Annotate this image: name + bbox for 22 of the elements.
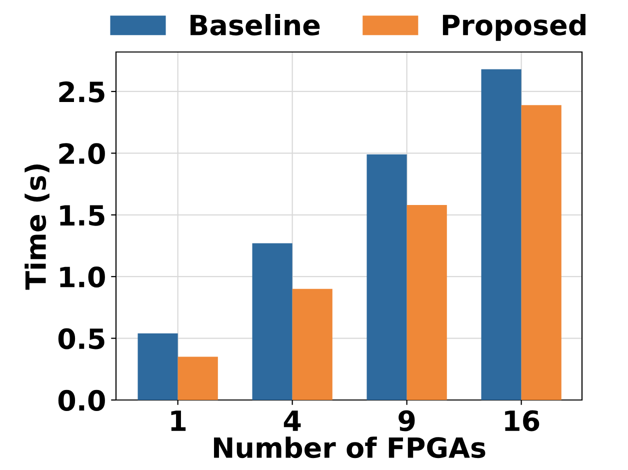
y-axis-title: Time (s) [24,164,50,290]
bar [406,205,447,400]
bar [366,154,407,400]
bar [252,243,292,400]
bar [138,333,178,400]
bar [292,288,332,400]
legend-label: Baseline [190,14,320,36]
bar [521,105,562,400]
x-tick-label: 1 [171,410,186,431]
y-tick-label: 2.5 [59,81,104,102]
x-tick-label: 9 [398,410,415,432]
x-axis-title: Number of FPGAs [214,436,486,458]
y-tick-label: 0.0 [58,390,105,411]
y-tick-label: 0.5 [58,328,104,350]
y-tick-label: 1.5 [60,205,104,226]
bar [178,356,218,400]
x-tick-label: 16 [505,410,540,432]
legend-label: Proposed [442,14,586,41]
bar [481,69,522,400]
y-tick-label: 1.0 [60,266,105,288]
x-tick-label: 4 [284,410,301,431]
y-tick-label: 2.0 [59,143,105,164]
